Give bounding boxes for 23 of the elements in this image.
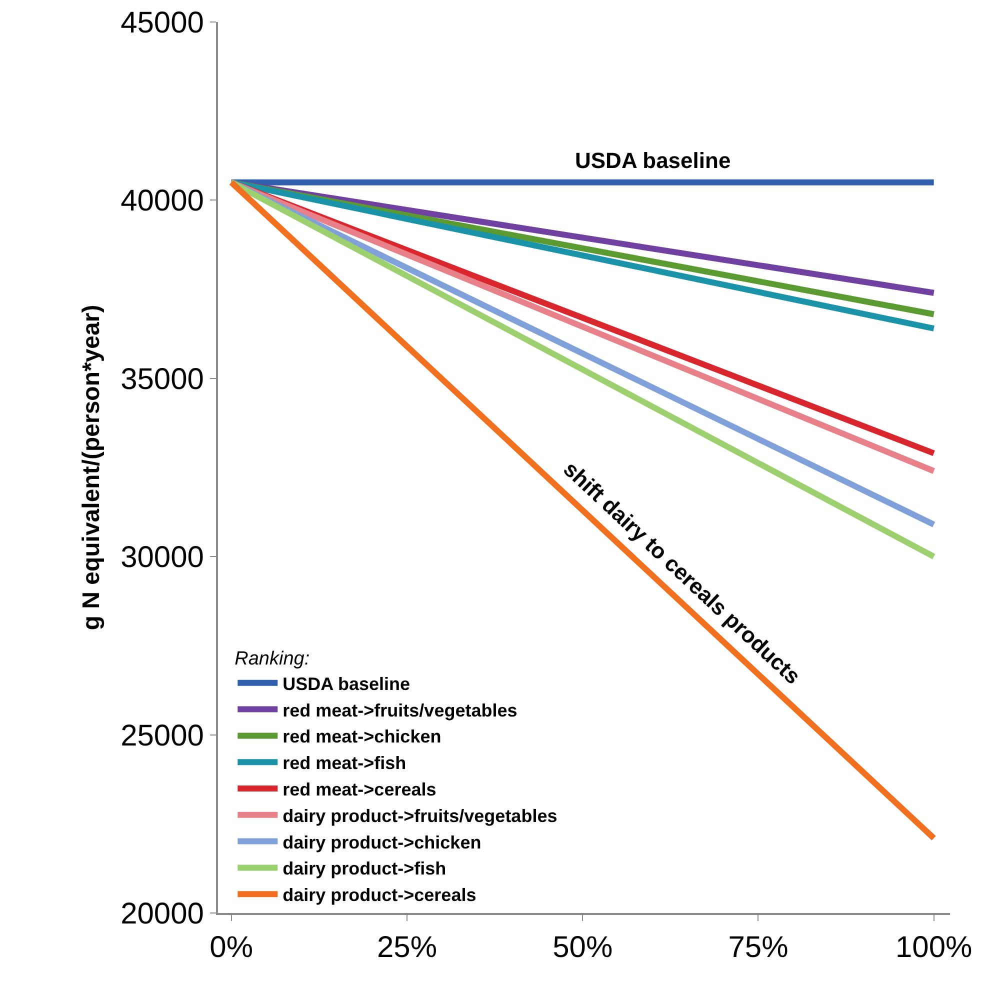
x-tick-label: 50% (552, 931, 613, 964)
x-tick-label: 100% (895, 931, 972, 964)
y-axis-title: g N equivalent/(person*year) (78, 304, 106, 630)
legend-title: Ranking: (234, 648, 310, 670)
legend-label: dairy product->fish (282, 858, 446, 879)
y-tick-label: 35000 (120, 362, 204, 396)
y-tick-label: 20000 (120, 898, 204, 930)
legend-label: red meat->fruits/vegetables (282, 700, 518, 720)
y-tick-label: 25000 (120, 719, 204, 752)
legend-label: dairy product->cereals (282, 885, 476, 906)
legend-label: red meat->cereals (282, 780, 436, 800)
y-tick-label: 30000 (120, 541, 204, 574)
legend-label: red meat->fish (282, 753, 406, 774)
y-tick-label: 45000 (120, 6, 204, 40)
x-tick-label: 0% (210, 931, 254, 964)
x-tick-label: 75% (728, 931, 788, 964)
legend-label: USDA baseline (282, 674, 410, 694)
y-tick-label: 40000 (120, 184, 204, 218)
legend-label: dairy product->chicken (282, 832, 482, 852)
x-tick-label: 25% (376, 931, 437, 964)
annotation: USDA baseline (575, 148, 731, 173)
legend-label: red meat->chicken (282, 726, 442, 747)
legend-label: dairy product->fruits/vegetables (282, 806, 558, 826)
